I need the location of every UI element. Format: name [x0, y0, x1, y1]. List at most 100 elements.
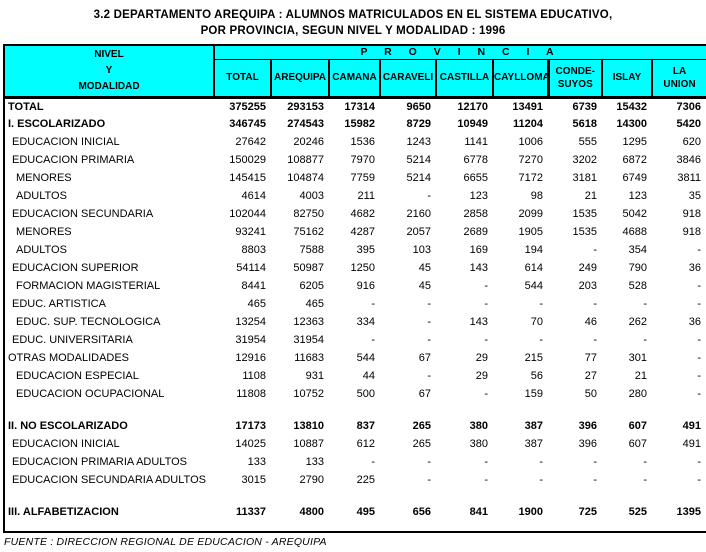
cell-value: 13491	[512, 100, 543, 113]
cell-value: 555	[578, 136, 597, 148]
column-header-caraveli: CARAVELI	[379, 58, 437, 98]
cell-value: 3181	[572, 172, 597, 184]
table-header: NIVEL Y MODALIDAD P R O V I N C I A TOTA…	[3, 44, 706, 98]
cell-value: 10752	[293, 388, 324, 400]
cell-value: 8803	[241, 244, 266, 256]
cell-value: 194	[524, 244, 543, 256]
bottom-padding-row	[4, 521, 706, 532]
cell-value: 607	[628, 438, 647, 450]
cell-value: 500	[356, 388, 375, 400]
cell-value: 396	[578, 438, 597, 450]
cell-value: 145415	[229, 172, 266, 184]
cell-value: -	[593, 456, 597, 468]
table-row: EDUCACION OCUPACIONAL 11808 10752 500 67 - 159…	[4, 385, 706, 403]
cell-value: 133	[305, 456, 324, 468]
corner-header-nivel-modalidad: NIVEL Y MODALIDAD	[3, 44, 215, 98]
column-header-camana: CAMANA	[328, 58, 381, 98]
cell-value: 159	[524, 388, 543, 400]
cell-value: 67	[418, 388, 431, 400]
cell-value: -	[484, 456, 488, 468]
row-label: ADULTOS	[16, 244, 67, 256]
cell-value: 44	[362, 370, 375, 382]
corner-line-1: NIVEL	[94, 48, 124, 60]
cell-value: 2689	[463, 226, 488, 238]
corner-line-3: MODALIDAD	[78, 80, 140, 92]
cell-value: 5214	[406, 172, 431, 184]
row-label: I. ESCOLARIZADO	[8, 118, 106, 130]
cell-value: -	[593, 298, 597, 310]
cell-value: 1141	[464, 136, 488, 148]
cell-value: 75162	[293, 226, 324, 238]
cell-value: 50987	[293, 262, 324, 274]
cell-value: 5618	[572, 118, 597, 130]
cell-value: 262	[628, 316, 647, 328]
cell-value: -	[643, 456, 647, 468]
cell-value: 3811	[677, 172, 702, 184]
cell-value: 4688	[622, 226, 647, 238]
cell-value: 6655	[463, 172, 488, 184]
cell-value: 495	[356, 506, 375, 518]
row-label: MENORES	[16, 226, 72, 238]
cell-value: 67	[418, 352, 431, 364]
cell-value: 20246	[293, 136, 324, 148]
table-row: MENORES 93241 75162 4287 2057 2689 1905 1535 468…	[4, 223, 706, 241]
cell-value: 3015	[241, 474, 266, 486]
row-label: EDUCACION SUPERIOR	[12, 262, 139, 274]
cell-value: 465	[305, 298, 324, 310]
cell-value: 14025	[235, 438, 266, 450]
cell-value: 280	[628, 388, 647, 400]
cell-value: 334	[356, 316, 375, 328]
cell-value: 525	[628, 506, 647, 518]
cell-value: 3202	[572, 154, 597, 166]
cell-value: 15982	[344, 118, 375, 130]
cell-value: 21	[634, 370, 647, 382]
cell-value: 614	[524, 262, 543, 274]
cell-value: 7759	[350, 172, 375, 184]
row-label: ADULTOS	[16, 190, 67, 202]
row-label: OTRAS MODALIDADES	[8, 352, 130, 364]
document-title: 3.2 DEPARTAMENTO AREQUIPA : ALUMNOS MATR…	[0, 0, 706, 39]
cell-value: 4003	[299, 190, 324, 202]
cell-value: 491	[682, 420, 702, 432]
row-label: MENORES	[16, 172, 72, 184]
cell-value: 387	[524, 438, 543, 450]
cell-value: 375255	[229, 100, 266, 113]
cell-value: -	[427, 190, 431, 202]
cell-value: 11683	[294, 352, 324, 364]
cell-value: 12363	[293, 316, 324, 328]
table-row: ADULTOS 8803 7588 395 103 169 194 - 354 -	[4, 241, 706, 259]
province-band-label: P R O V I N C I A	[212, 44, 706, 60]
table-row: EDUCACION ESPECIAL 1108 931 44 - 29 56 27 21 -	[4, 367, 706, 385]
cell-value: 143	[469, 262, 488, 274]
cell-value: -	[697, 280, 702, 292]
table-row: OTRAS MODALIDADES 12916 11683 544 67 29 215 77 3…	[4, 349, 706, 367]
cell-value: 11808	[236, 388, 266, 400]
cell-value: -	[484, 298, 488, 310]
table-row: EDUC. UNIVERSITARIA 31954 31954 - - - - - - -	[4, 331, 706, 349]
source-note: FUENTE : DIRECCION REGIONAL DE EDUCACION…	[4, 536, 327, 548]
title-line-1: 3.2 DEPARTAMENTO AREQUIPA : ALUMNOS MATR…	[93, 9, 613, 21]
row-label: III. ALFABETIZACION	[8, 506, 119, 518]
cell-value: 5420	[676, 118, 702, 130]
cell-value: 656	[412, 506, 431, 518]
cell-value: -	[484, 474, 488, 486]
column-header-arequipa: AREQUIPA	[270, 58, 330, 98]
cell-value: 1243	[406, 136, 431, 148]
cell-value: 918	[682, 226, 702, 238]
cell-value: -	[484, 280, 488, 292]
table-row: EDUCACION SECUNDARIA 102044 82750 4682 2160 2…	[4, 205, 706, 223]
row-label: EDUCACION OCUPACIONAL	[16, 388, 165, 400]
column-header-caylloma: CAYLLOMA	[492, 58, 550, 98]
row-label: EDUC. ARTISTICA	[12, 298, 106, 310]
cell-value: -	[484, 334, 488, 346]
cell-value: 4800	[299, 506, 324, 518]
table-row: EDUCACION INICIAL 27642 20246 1536 1243 1141 1…	[4, 133, 706, 151]
table-row: EDUCACION INICIAL 14025 10887 612 265 380 387 3…	[4, 435, 706, 453]
table-row: EDUCACION SUPERIOR 54114 50987 1250 45 143 614…	[4, 259, 706, 277]
spacer-row	[4, 403, 706, 417]
cell-value: 54114	[236, 262, 266, 274]
cell-value: 6778	[463, 154, 488, 166]
cell-value: 215	[524, 352, 543, 364]
cell-value: -	[371, 334, 375, 346]
cell-value: 491	[682, 438, 702, 450]
